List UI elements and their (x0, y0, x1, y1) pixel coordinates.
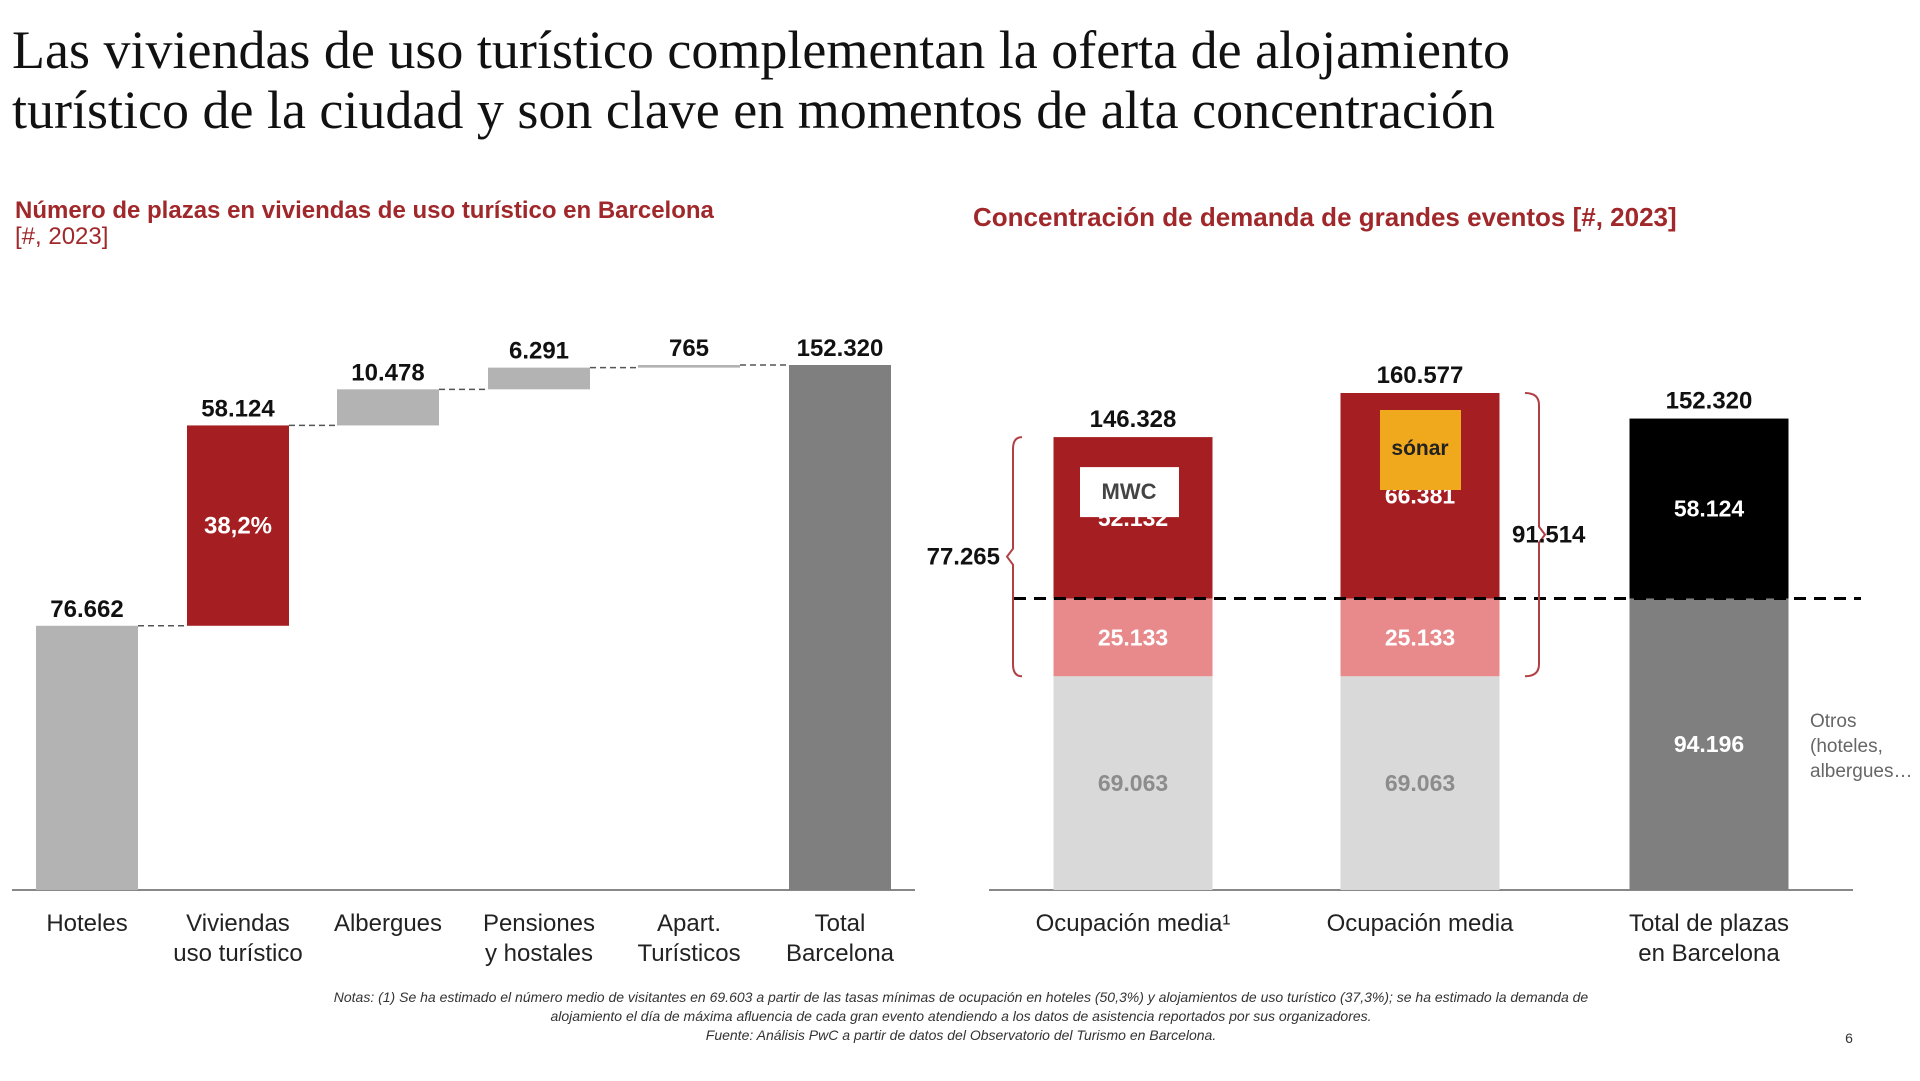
bar-segment (1340, 676, 1500, 890)
total-label: 160.577 (1377, 362, 1464, 389)
x-tick-label: Hoteles (46, 910, 127, 937)
bar-segment (1053, 598, 1213, 677)
bar-segment (1629, 418, 1789, 599)
bar-segment (1629, 598, 1789, 890)
value-label: 152.320 (797, 335, 884, 362)
x-tick-label: Ocupación media (1327, 910, 1514, 937)
chart-title: Concentración de demanda de grandes even… (973, 202, 1677, 232)
segment-label: 25.133 (1098, 624, 1168, 650)
bar (187, 425, 289, 626)
value-label: 10.478 (351, 359, 424, 386)
segment-label: 69.063 (1385, 770, 1455, 796)
x-tick-label: Apart. Turísticos (637, 910, 740, 967)
note: alojamiento el día de máxima afluencia d… (550, 1008, 1371, 1024)
logo-box (1080, 467, 1179, 518)
bar-segment (1340, 598, 1500, 677)
bar (337, 389, 439, 426)
bracket-label: 77.265 (927, 544, 1000, 571)
segment-label: 25.133 (1385, 624, 1455, 650)
x-tick-label: Ocupación media¹ (1036, 910, 1231, 937)
total-label: 146.328 (1090, 406, 1177, 433)
bar (488, 367, 590, 390)
bracket (1005, 436, 1023, 678)
segment-label: 94.196 (1674, 731, 1744, 757)
bar-segment (1053, 437, 1213, 599)
title-line: turístico de la ciudad y son clave en mo… (12, 80, 1495, 140)
bar (36, 625, 138, 890)
value-label: 58.124 (201, 395, 275, 422)
value-label: 6.291 (509, 338, 569, 365)
chart-subtitle: [#, 2023] (15, 223, 108, 250)
title-line: Las viviendas de uso turístico complemen… (12, 20, 1510, 80)
logo-box (1380, 410, 1461, 490)
x-tick-label: Total de plazas en Barcelona (1629, 910, 1789, 967)
bar (789, 365, 891, 890)
bar-segment (1053, 676, 1213, 890)
value-label: 76.662 (50, 596, 123, 623)
page-number: 6 (1845, 1030, 1853, 1046)
total-label: 152.320 (1666, 388, 1753, 415)
x-tick-label: Total Barcelona (786, 910, 895, 967)
logo: sónar (1391, 437, 1448, 460)
source: Fuente: Análisis PwC a partir de datos d… (706, 1027, 1216, 1043)
share-label: 38,2% (204, 513, 272, 540)
note: Notas: (1) Se ha estimado el número medi… (334, 989, 1589, 1005)
logo: MWC (1102, 479, 1157, 504)
value-label: 765 (669, 335, 709, 362)
segment-label: 69.063 (1098, 770, 1168, 796)
legend-label: Otros (hoteles, albergues… (1810, 711, 1912, 782)
bracket (1524, 392, 1547, 678)
chart-title: Número de plazas en viviendas de uso tur… (15, 197, 715, 224)
bracket-label: 91.514 (1512, 522, 1586, 549)
x-tick-label: Viviendas uso turístico (173, 910, 302, 967)
segment-label: 58.124 (1674, 496, 1745, 522)
x-tick-label: Pensiones y hostales (483, 910, 595, 967)
bar (638, 365, 740, 368)
x-tick-label: Albergues (334, 910, 442, 937)
